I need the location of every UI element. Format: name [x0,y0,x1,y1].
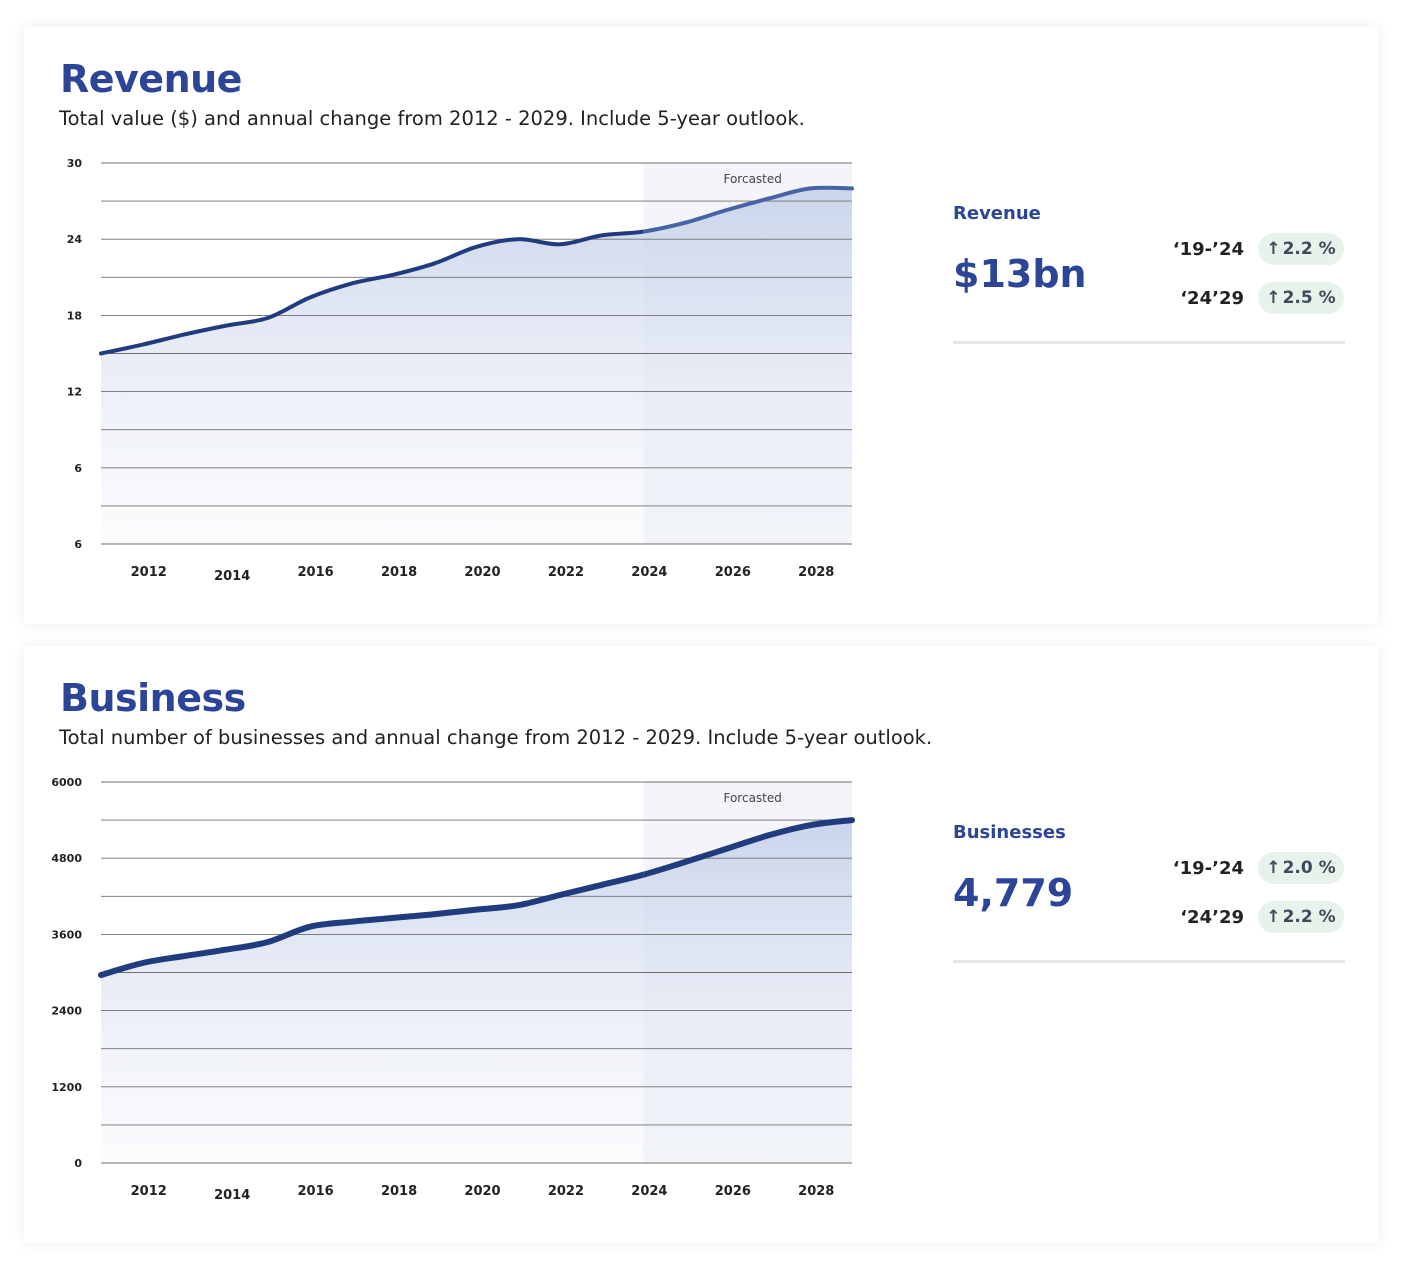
y-tick-label: 1200 [51,1081,82,1094]
change-badge: ↑ 2.0 % [1258,852,1344,884]
revenue-metric-label: Revenue [953,203,1041,224]
x-tick-label: 2016 [298,1184,334,1199]
revenue-divider [953,341,1345,344]
revenue-subtitle: Total value ($) and annual change from 2… [59,107,805,130]
business-title: Business [60,676,246,720]
x-tick-label: 2026 [715,1184,751,1199]
forecast-label: Forcasted [723,172,781,186]
change-period: ‘24’29 [1180,288,1244,309]
revenue-change-row-1: ‘19-’24 ↑ 2.2 % [1164,233,1344,265]
y-tick-label: 6 [74,538,82,551]
change-value: 2.2 % [1282,239,1336,259]
y-tick-label: 24 [67,233,83,246]
change-period: ‘19-’24 [1172,858,1244,879]
x-tick-label: 2024 [631,565,667,580]
series-line-forecast [643,817,855,878]
business-subtitle: Total number of businesses and annual ch… [59,726,933,749]
revenue-card: Revenue Total value ($) and annual chang… [24,27,1378,624]
x-tick-label: 2016 [298,565,334,580]
x-tick-label: 2014 [214,1188,250,1203]
area-fill [101,820,852,1163]
x-tick-label: 2018 [381,1184,417,1199]
arrow-up-icon: ↑ [1266,907,1281,927]
x-tick-label: 2022 [548,1184,584,1199]
y-tick-label: 0 [74,1157,82,1170]
change-period: ‘19-’24 [1172,239,1244,260]
business-divider [953,960,1345,963]
series-line-forecast [643,185,854,234]
x-tick-label: 2020 [464,1184,500,1199]
revenue-title: Revenue [60,57,242,101]
arrow-up-icon: ↑ [1266,288,1281,308]
y-tick-label: 30 [67,157,83,170]
arrow-up-icon: ↑ [1266,239,1281,259]
change-badge: ↑ 2.2 % [1258,901,1344,933]
business-card: Business Total number of businesses and … [24,646,1378,1243]
series-line-historical [99,229,644,356]
business-chart: Forcasted 0 1200 2400 3600 4800 6000 2012 2014 20… [51,776,855,1203]
x-tick-label: 2012 [131,1184,167,1199]
arrow-up-icon: ↑ [1266,858,1281,878]
y-tick-label: 18 [67,309,82,322]
y-tick-label: 12 [67,386,82,399]
change-badge: ↑ 2.5 % [1258,282,1344,314]
x-tick-label: 2026 [715,565,751,580]
change-value: 2.5 % [1282,288,1336,308]
revenue-change-row-2: ‘24’29 ↑ 2.5 % [1164,282,1344,314]
area-fill [101,187,852,544]
x-tick-label: 2018 [381,565,417,580]
x-tick-label: 2022 [548,565,584,580]
x-tick-label: 2012 [131,565,167,580]
series-line-historical [98,871,644,978]
x-tick-label: 2028 [798,1184,834,1199]
y-tick-label: 6 [74,462,82,475]
revenue-chart: Forcasted 6 6 12 18 24 30 2012 2014 2016 2018 2020 2… [67,157,854,584]
business-change-row-1: ‘19-’24 ↑ 2.0 % [1164,852,1344,884]
x-tick-label: 2028 [798,565,834,580]
business-change-row-2: ‘24’29 ↑ 2.2 % [1164,901,1344,933]
y-tick-label: 6000 [51,776,82,789]
business-metric-value: 4,779 [953,871,1074,915]
x-tick-label: 2020 [464,565,500,580]
y-tick-label: 4800 [51,852,82,865]
change-value: 2.2 % [1282,907,1336,927]
y-tick-label: 2400 [51,1005,82,1018]
x-tick-label: 2014 [214,569,250,584]
forecast-label: Forcasted [723,791,781,805]
change-period: ‘24’29 [1180,907,1244,928]
change-badge: ↑ 2.2 % [1258,233,1344,265]
revenue-metric-value: $13bn [953,252,1087,296]
business-metric-label: Businesses [953,822,1066,843]
change-value: 2.0 % [1282,858,1336,878]
y-tick-label: 3600 [51,928,82,941]
x-tick-label: 2024 [631,1184,667,1199]
